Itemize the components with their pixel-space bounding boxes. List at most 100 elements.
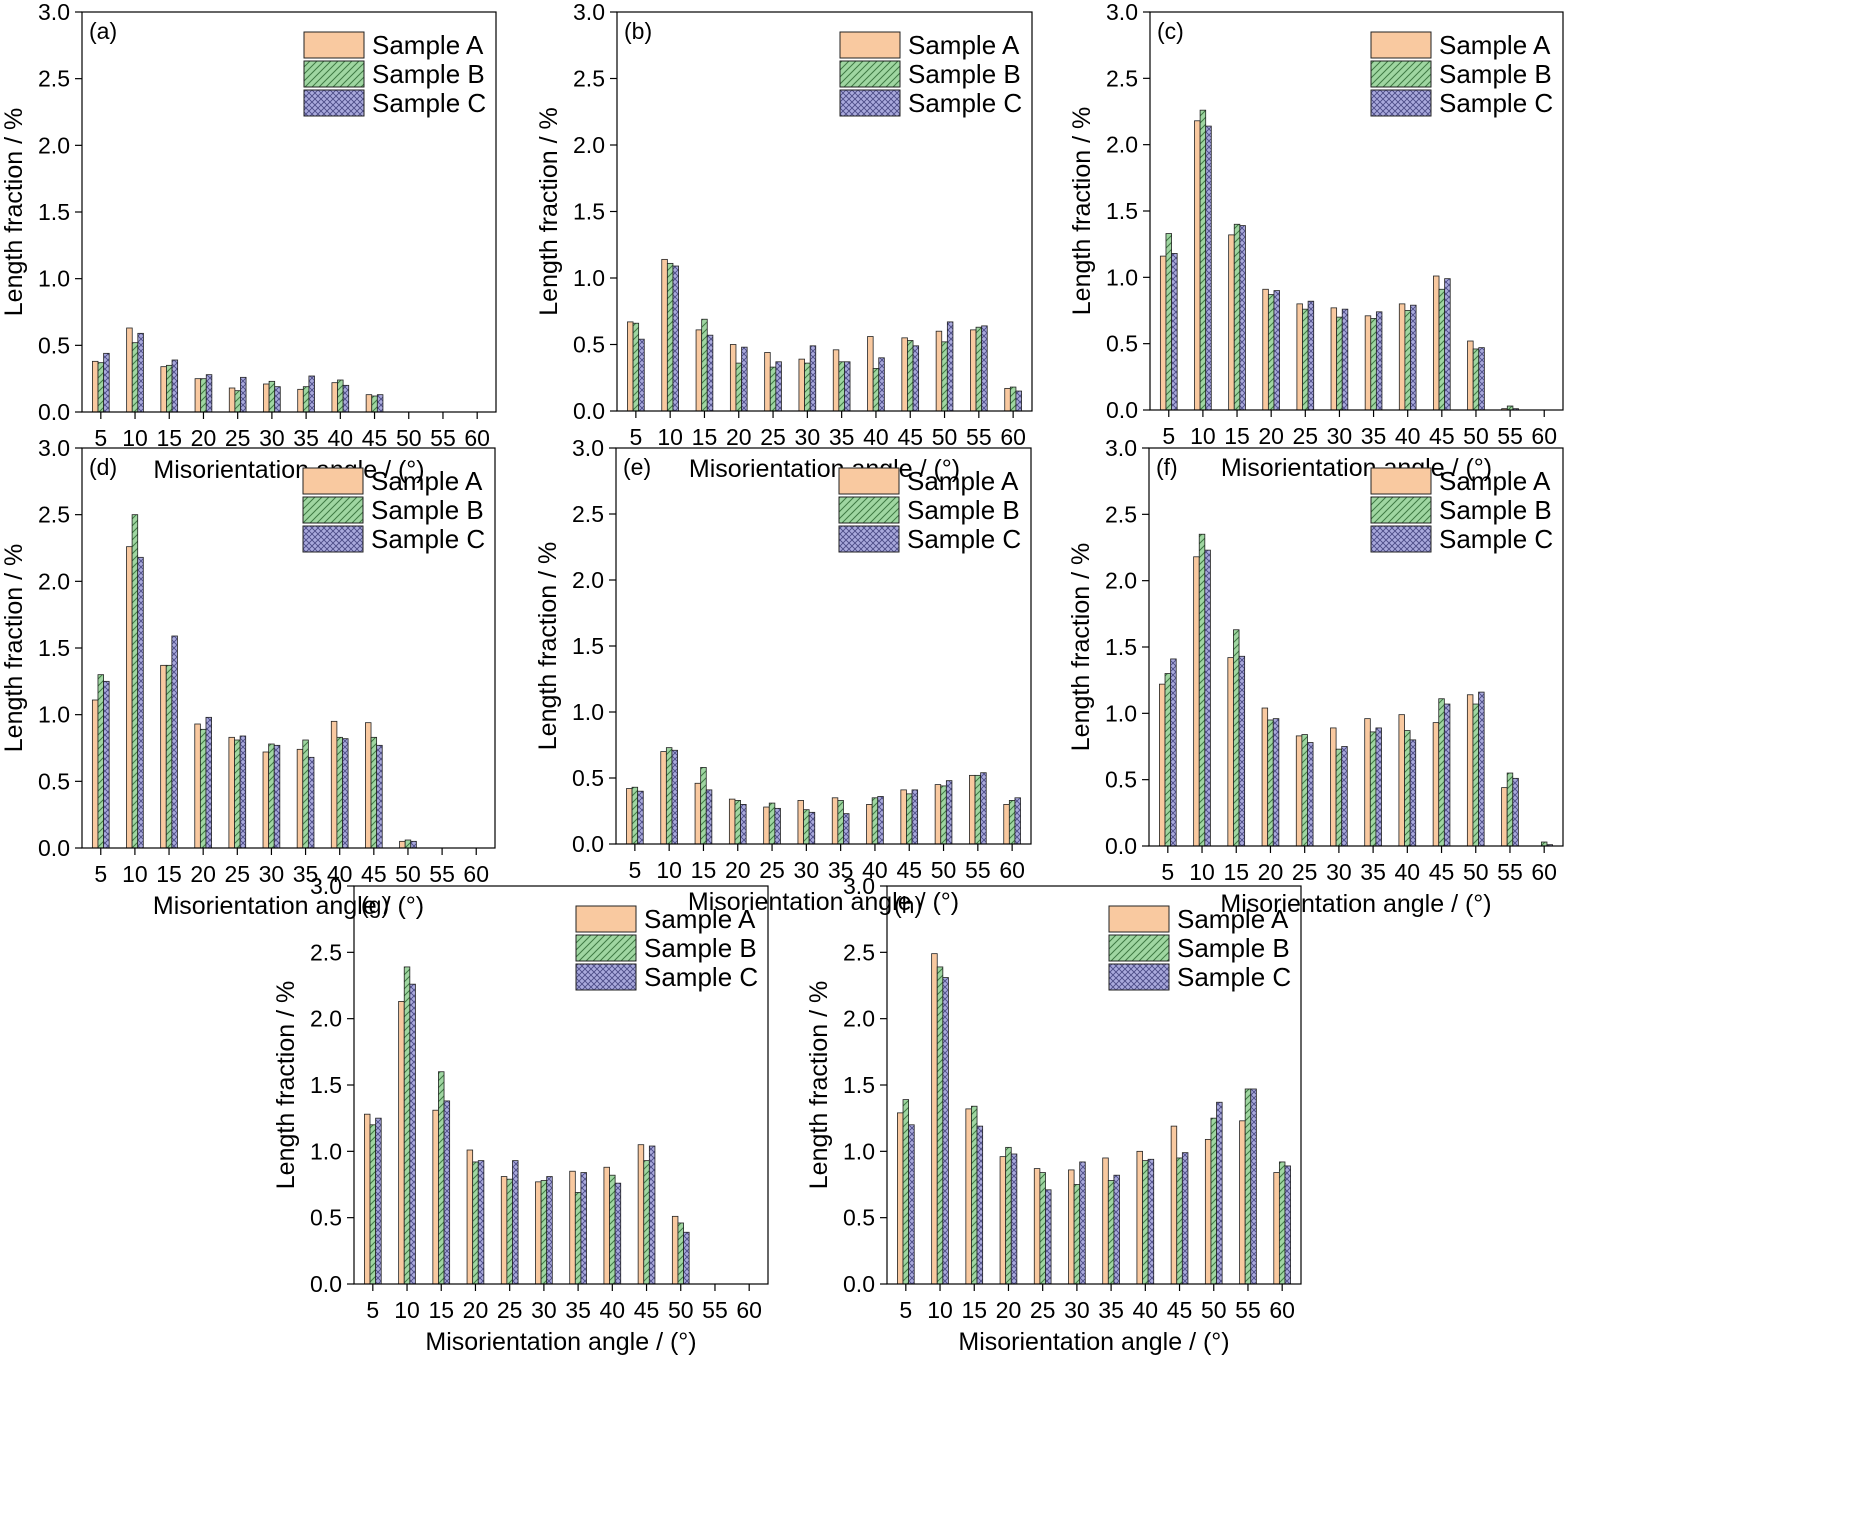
bar-sample-a <box>970 329 977 412</box>
y-axis-label: Length fraction / % <box>535 107 563 315</box>
chart-panel-4: 0.0 0.5 1.0 1.5 2.0 2.5 3.0 5 10 15 20 25 30 35 40 45 50… <box>0 435 496 920</box>
x-tick-label: 30 <box>259 425 285 451</box>
legend-swatch-sample-c <box>1370 525 1432 553</box>
bar-sample-a <box>398 1001 405 1285</box>
x-tick-label: 40 <box>862 857 888 883</box>
bar-sample-b <box>803 809 810 845</box>
bar-sample-c <box>945 780 953 845</box>
x-tick-label: 30 <box>259 861 285 887</box>
y-tick-label: 3.0 <box>38 435 70 461</box>
bar-sample-b <box>632 322 640 412</box>
bar-sample-b <box>1302 308 1309 411</box>
x-tick-label: 30 <box>795 424 821 450</box>
legend-swatch-sample-b <box>1108 934 1170 962</box>
bar-sample-c <box>1443 703 1451 847</box>
x-tick-label: 55 <box>430 425 456 451</box>
legend-label: Sample A <box>372 30 484 60</box>
x-tick-label: 40 <box>328 425 354 451</box>
bar-sample-b <box>974 774 982 845</box>
legend-swatch-sample-b <box>575 934 637 962</box>
panel-label: (g) <box>361 892 389 918</box>
legend-swatch-sample-b <box>839 60 901 88</box>
y-tick-label: 1.0 <box>573 265 605 291</box>
bar-sample-b <box>1404 310 1411 411</box>
x-axis-label: Misorientation angle / (°) <box>425 1328 696 1356</box>
bar-sample-c <box>1272 718 1280 847</box>
bar-sample-a <box>1295 735 1303 847</box>
bar-sample-a <box>1433 275 1440 411</box>
chart-panel-8: 0.0 0.5 1.0 1.5 2.0 2.5 3.0 5 10 15 20 25 30 35 40 45 50… <box>805 873 1302 1356</box>
bar-sample-a <box>1204 1138 1212 1285</box>
bar-sample-c <box>1181 1152 1189 1285</box>
x-tick-label: 20 <box>1258 859 1284 885</box>
x-tick-label: 30 <box>1064 1297 1090 1323</box>
bar-sample-b <box>1107 1180 1115 1285</box>
legend-swatch-sample-c <box>839 89 901 117</box>
bar-sample-b <box>666 262 674 412</box>
x-axis-label: Misorientation angle / (°) <box>1221 454 1492 482</box>
bar-sample-c <box>1238 655 1246 847</box>
bar-sample-b <box>506 1178 513 1285</box>
legend-swatch-sample-c <box>1370 89 1432 117</box>
y-tick-label: 3.0 <box>38 0 70 25</box>
legend-swatch-sample-a <box>1108 905 1170 933</box>
chart-panel-2: 0.0 0.5 1.0 1.5 2.0 2.5 3.0 5 10 15 20 25 30 35 40 45 50… <box>535 0 1033 483</box>
x-tick-label: 50 <box>1463 859 1489 885</box>
y-tick-label: 2.0 <box>843 1006 875 1032</box>
y-axis-label: Length fraction / % <box>1067 543 1095 751</box>
legend-swatch-sample-a <box>1370 31 1432 59</box>
bar-sample-a <box>1364 315 1372 411</box>
bar-sample-c <box>1014 797 1021 845</box>
bar-sample-b <box>907 340 914 412</box>
bar-sample-b <box>268 380 276 413</box>
bar-sample-b <box>936 966 944 1285</box>
bar-sample-c <box>1307 300 1315 411</box>
bar-sample-c <box>1010 1153 1018 1285</box>
x-tick-label: 55 <box>429 861 455 887</box>
bar-sample-c <box>342 384 350 413</box>
x-tick-label: 50 <box>932 424 958 450</box>
x-tick-label: 5 <box>628 857 641 883</box>
bar-sample-a <box>126 327 133 413</box>
y-axis-label: Length fraction / % <box>805 981 833 1189</box>
x-tick-label: 35 <box>828 857 854 883</box>
bar-sample-c <box>546 1176 553 1285</box>
bar-sample-c <box>409 983 416 1285</box>
bar-sample-b <box>677 1222 684 1285</box>
bar-sample-a <box>931 953 938 1285</box>
y-tick-label: 2.0 <box>573 132 605 158</box>
y-tick-label: 1.0 <box>843 1138 875 1164</box>
bar-sample-b <box>1008 800 1016 845</box>
bar-sample-a <box>969 774 976 845</box>
x-tick-label: 45 <box>361 861 387 887</box>
bar-sample-b <box>302 386 310 413</box>
y-tick-label: 0.0 <box>38 835 70 861</box>
bar-sample-c <box>614 1182 622 1285</box>
y-tick-label: 1.5 <box>843 1072 875 1098</box>
x-tick-label: 15 <box>428 1297 454 1323</box>
x-tick-label: 10 <box>394 1297 420 1323</box>
x-tick-label: 55 <box>966 424 992 450</box>
bar-sample-a <box>262 751 270 849</box>
legend-swatch-sample-a <box>838 467 900 495</box>
bar-sample-a <box>1033 1168 1041 1285</box>
bar-sample-c <box>137 556 144 849</box>
bar-sample-b <box>371 395 378 413</box>
x-tick-label: 40 <box>1133 1297 1159 1323</box>
legend-swatch-sample-a <box>839 31 901 59</box>
y-tick-label: 0.0 <box>38 399 70 425</box>
bar-sample-b <box>131 514 139 849</box>
x-tick-label: 45 <box>1429 423 1455 449</box>
x-tick-label: 35 <box>293 425 319 451</box>
x-tick-label: 60 <box>1000 424 1026 450</box>
x-tick-label: 50 <box>668 1297 694 1323</box>
legend-swatch-sample-c <box>1108 963 1170 991</box>
x-tick-label: 50 <box>931 857 957 883</box>
bar-sample-a <box>901 337 908 412</box>
y-tick-label: 1.0 <box>38 702 70 728</box>
bar-sample-b <box>1335 748 1343 847</box>
y-tick-label: 2.5 <box>38 66 70 92</box>
bar-sample-c <box>648 1145 656 1285</box>
y-tick-label: 3.0 <box>572 435 604 461</box>
legend-label: Sample B <box>644 933 757 963</box>
